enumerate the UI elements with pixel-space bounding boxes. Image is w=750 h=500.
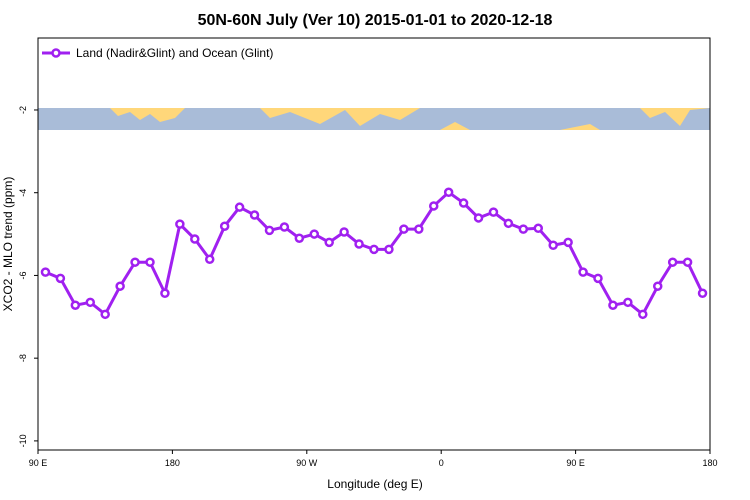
data-point <box>234 202 245 212</box>
x-tick-label: 180 <box>165 458 180 468</box>
data-point <box>249 210 260 220</box>
y-tick-label: -8 <box>18 354 28 362</box>
data-point <box>55 273 66 284</box>
data-point <box>652 281 663 291</box>
data-point <box>115 281 125 291</box>
plot-frame <box>37 37 711 451</box>
x-tick-label: 0 <box>439 458 444 468</box>
y-tick-label: -10 <box>18 434 28 447</box>
x-tick-label: 90 W <box>296 458 318 468</box>
x-tick-label: 180 <box>702 458 717 468</box>
data-point <box>279 222 290 232</box>
data-point <box>458 198 469 208</box>
data-point <box>638 309 648 320</box>
data-point <box>369 244 379 255</box>
data-point <box>219 221 230 231</box>
legend-marker <box>51 48 61 58</box>
data-point <box>100 309 110 320</box>
y-tick-label: -6 <box>18 271 28 279</box>
data-point <box>682 257 693 267</box>
data-point <box>548 240 558 250</box>
x-tick-label: 90 E <box>566 458 585 468</box>
data-point <box>204 254 215 265</box>
data-point <box>384 244 394 255</box>
data-point <box>578 267 588 277</box>
data-point <box>190 234 200 244</box>
data-point <box>40 267 51 277</box>
data-point <box>428 201 439 211</box>
data-point <box>85 297 96 308</box>
chart-title: 50N-60N July (Ver 10) 2015-01-01 to 2020… <box>198 12 553 29</box>
data-point <box>160 288 170 298</box>
data-point <box>175 219 185 229</box>
legend-label: Land (Nadir&Glint) and Ocean (Glint) <box>76 46 273 60</box>
data-point <box>503 218 514 229</box>
y-axis-label: XCO2 - MLO trend (ppm) <box>1 177 15 312</box>
data-point <box>145 257 155 267</box>
data-point <box>309 229 320 239</box>
y-tick-label: -4 <box>18 189 28 197</box>
data-point <box>399 224 409 234</box>
data-point <box>339 227 349 237</box>
data-point <box>488 207 499 217</box>
data-point <box>414 224 424 234</box>
data-point <box>667 257 678 267</box>
data-point <box>443 187 454 198</box>
data-point <box>473 213 484 223</box>
map-strip <box>38 108 710 130</box>
y-tick-label: -2 <box>18 106 28 114</box>
data-point <box>563 237 573 248</box>
data-point <box>608 300 618 310</box>
data-point <box>533 223 544 234</box>
x-tick-label: 90 E <box>29 458 48 468</box>
x-axis-label: Longitude (deg E) <box>327 477 422 491</box>
data-point <box>593 273 603 284</box>
data-point <box>518 224 529 234</box>
data-point <box>264 225 275 236</box>
data-point <box>697 288 708 298</box>
data-point <box>130 257 140 267</box>
data-point <box>324 237 334 248</box>
data-point <box>354 239 364 249</box>
data-point <box>294 233 305 243</box>
data-point <box>623 297 633 308</box>
data-point <box>70 300 81 310</box>
